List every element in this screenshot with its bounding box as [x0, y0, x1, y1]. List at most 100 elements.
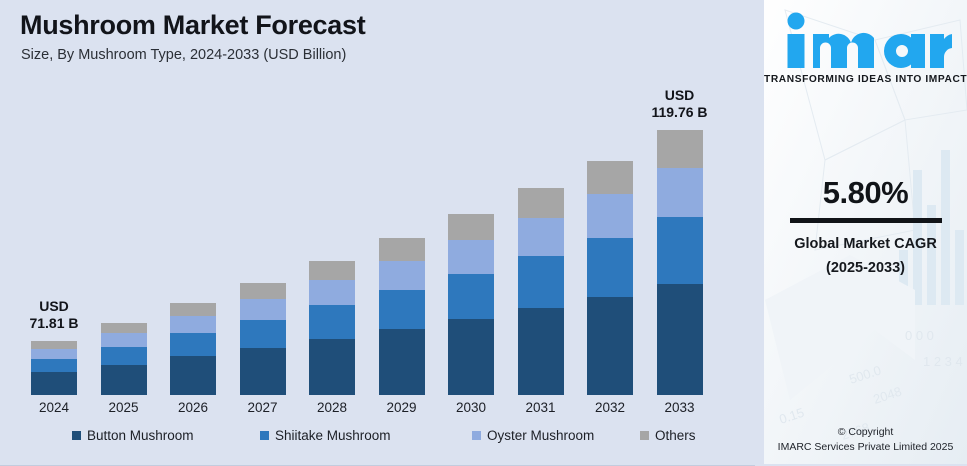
- brand-panel: 500.0 2048 0.15 2768 1 2 3 4 0 0 0 TRANS…: [755, 0, 967, 464]
- end-value-amount: 119.76 B: [651, 104, 708, 120]
- imarc-logo: TRANSFORMING IDEAS INTO IMPACT: [764, 12, 967, 85]
- bar-2030: [448, 213, 494, 395]
- bar-segment-button-2029: [378, 329, 425, 395]
- end-value-currency: USD: [664, 87, 695, 103]
- bar-segment-button-2026: [170, 356, 216, 395]
- x-axis-label-2032: 2032: [594, 400, 626, 415]
- bar-2025: [100, 322, 147, 395]
- bar-segment-button-2027: [239, 347, 286, 395]
- legend-label: Shiitake Mushroom: [275, 428, 391, 443]
- bar-segment-shiitake-2030: [448, 273, 494, 319]
- page-subtitle: Size, By Mushroom Type, 2024-2033 (USD B…: [21, 47, 347, 63]
- x-axis-label-2029: 2029: [386, 400, 417, 415]
- bar-segment-shiitake-2029: [378, 289, 425, 330]
- cagr-value: 5.80%: [822, 175, 909, 210]
- copyright-notice: © Copyright IMARC Services Private Limit…: [764, 425, 967, 455]
- bar-segment-button-2030: [448, 318, 494, 395]
- legend-swatch-icon: [472, 431, 481, 440]
- page-title: Mushroom Market Forecast: [20, 10, 366, 40]
- start-value-amount: 71.81 B: [29, 315, 79, 331]
- x-axis-label-2030: 2030: [455, 400, 487, 415]
- cagr-caption-primary: Global Market CAGR: [794, 236, 937, 252]
- bar-segment-shiitake-2028: [309, 305, 355, 339]
- bar-segment-oyster-2030: [448, 239, 494, 274]
- panel-divider: [755, 0, 764, 464]
- bar-segment-shiitake-2033: [656, 217, 703, 284]
- bar-segment-shiitake-2026: [170, 333, 216, 357]
- legend-swatch-icon: [260, 431, 269, 440]
- brand-tagline: TRANSFORMING IDEAS INTO IMPACT: [764, 74, 967, 85]
- legend-label: Others: [655, 428, 696, 443]
- cagr-divider: [789, 218, 942, 223]
- bar-segment-oyster-2033: [656, 168, 703, 218]
- copyright-line-1: © Copyright: [837, 426, 894, 438]
- bar-segment-others-2030: [448, 213, 494, 240]
- legend-swatch-icon: [640, 431, 649, 440]
- svg-text:1 2 3 4: 1 2 3 4: [923, 354, 963, 369]
- bar-segment-others-2027: [239, 282, 286, 299]
- bar-chart-plot: [0, 70, 755, 466]
- legend-item-shiitake-mushroom[interactable]: Shiitake Mushroom: [260, 428, 391, 443]
- svg-text:0.15: 0.15: [777, 405, 806, 427]
- cagr-block: 5.80% Global Market CAGR (2025-2033): [764, 175, 967, 280]
- legend-swatch-icon: [72, 431, 81, 440]
- bar-segment-others-2031: [517, 187, 564, 218]
- bar-segment-others-2032: [587, 160, 633, 195]
- bar-segment-oyster-2024: [31, 348, 77, 359]
- bar-segment-oyster-2028: [309, 280, 355, 306]
- bar-segment-others-2024: [31, 341, 77, 349]
- bar-segment-shiitake-2025: [100, 346, 147, 365]
- end-value-label: USD 119.76 B: [632, 87, 728, 121]
- bar-segment-shiitake-2024: [31, 358, 77, 373]
- x-axis-label-2026: 2026: [177, 400, 209, 415]
- bar-2027: [239, 282, 286, 395]
- bar-segment-oyster-2031: [517, 217, 564, 257]
- x-axis-label-2025: 2025: [108, 400, 139, 415]
- bar-segment-button-2025: [100, 364, 147, 395]
- x-axis-label-2033: 2033: [664, 400, 695, 415]
- imarc-logo-icon: [787, 12, 952, 69]
- legend-item-others[interactable]: Others: [640, 428, 696, 443]
- x-axis-label-2027: 2027: [247, 400, 278, 415]
- start-value-label: USD 71.81 B: [6, 298, 102, 332]
- legend-item-oyster-mushroom[interactable]: Oyster Mushroom: [472, 428, 594, 443]
- bar-segment-oyster-2025: [100, 333, 147, 347]
- bar-segment-oyster-2032: [587, 194, 633, 238]
- bar-segment-others-2028: [309, 260, 355, 281]
- decorative-background-art: 500.0 2048 0.15 2768 1 2 3 4 0 0 0: [755, 0, 967, 464]
- bar-2024: [31, 341, 77, 395]
- legend-label: Button Mushroom: [87, 428, 194, 443]
- x-axis-label-2024: 2024: [38, 400, 70, 415]
- cagr-caption-period: (2025-2033): [826, 260, 905, 276]
- bar-segment-oyster-2027: [239, 298, 286, 320]
- start-value-currency: USD: [39, 298, 69, 314]
- legend-label: Oyster Mushroom: [487, 428, 595, 443]
- bar-segment-others-2025: [100, 322, 147, 334]
- bar-segment-button-2032: [587, 296, 633, 395]
- bar-segment-button-2024: [31, 372, 77, 395]
- bar-2028: [309, 260, 355, 395]
- bar-2026: [170, 303, 216, 395]
- copyright-line-2: IMARC Services Private Limited 2025: [777, 441, 954, 453]
- bar-segment-oyster-2029: [378, 260, 425, 290]
- chart-legend: Button Mushroom Shiitake Mushroom Oyster M…: [0, 428, 755, 456]
- bar-segment-others-2033: [656, 130, 703, 169]
- bar-segment-button-2033: [656, 283, 703, 395]
- svg-text:0 0 0: 0 0 0: [905, 328, 934, 343]
- bar-2031: [517, 187, 564, 395]
- legend-item-button-mushroom[interactable]: Button Mushroom: [72, 428, 194, 443]
- x-axis-label-2028: 2028: [316, 400, 348, 415]
- bar-segment-others-2026: [170, 303, 216, 317]
- bar-segment-button-2028: [309, 338, 355, 395]
- bar-2029: [378, 238, 425, 395]
- chart-panel: Mushroom Market Forecast Size, By Mushro…: [0, 10, 755, 466]
- bar-segment-oyster-2026: [170, 316, 216, 334]
- bar-segment-shiitake-2027: [239, 319, 286, 348]
- bar-segment-button-2031: [517, 307, 564, 395]
- bar-segment-shiitake-2031: [517, 256, 564, 308]
- x-axis-label-2031: 2031: [525, 400, 556, 415]
- bar-segment-shiitake-2032: [587, 237, 633, 297]
- bar-segment-others-2029: [378, 238, 425, 261]
- bar-2033: [656, 130, 703, 395]
